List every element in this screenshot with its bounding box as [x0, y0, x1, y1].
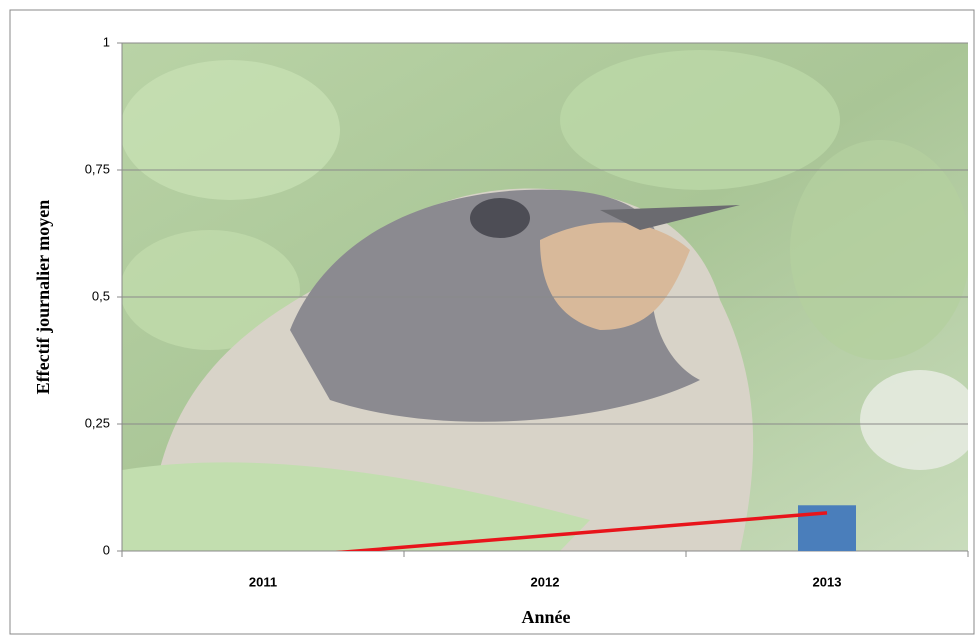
x-tick-label: 2013 [813, 574, 842, 589]
y-tick-label: 0 [103, 542, 110, 557]
y-tick-label: 0,5 [92, 288, 110, 303]
background-photo [122, 43, 968, 551]
x-axis-title: Année [522, 607, 571, 627]
x-tick-label: 2012 [531, 574, 560, 589]
y-tick-label: 1 [103, 34, 110, 49]
x-tick-label: 2011 [249, 574, 277, 589]
y-tick-label: 0,25 [85, 415, 110, 430]
y-axis-title: Effectif journalier moyen [33, 200, 53, 395]
trend-line [335, 511, 828, 551]
plot-area [335, 505, 856, 551]
bar [798, 505, 856, 551]
y-tick-label: 0,75 [85, 161, 110, 176]
